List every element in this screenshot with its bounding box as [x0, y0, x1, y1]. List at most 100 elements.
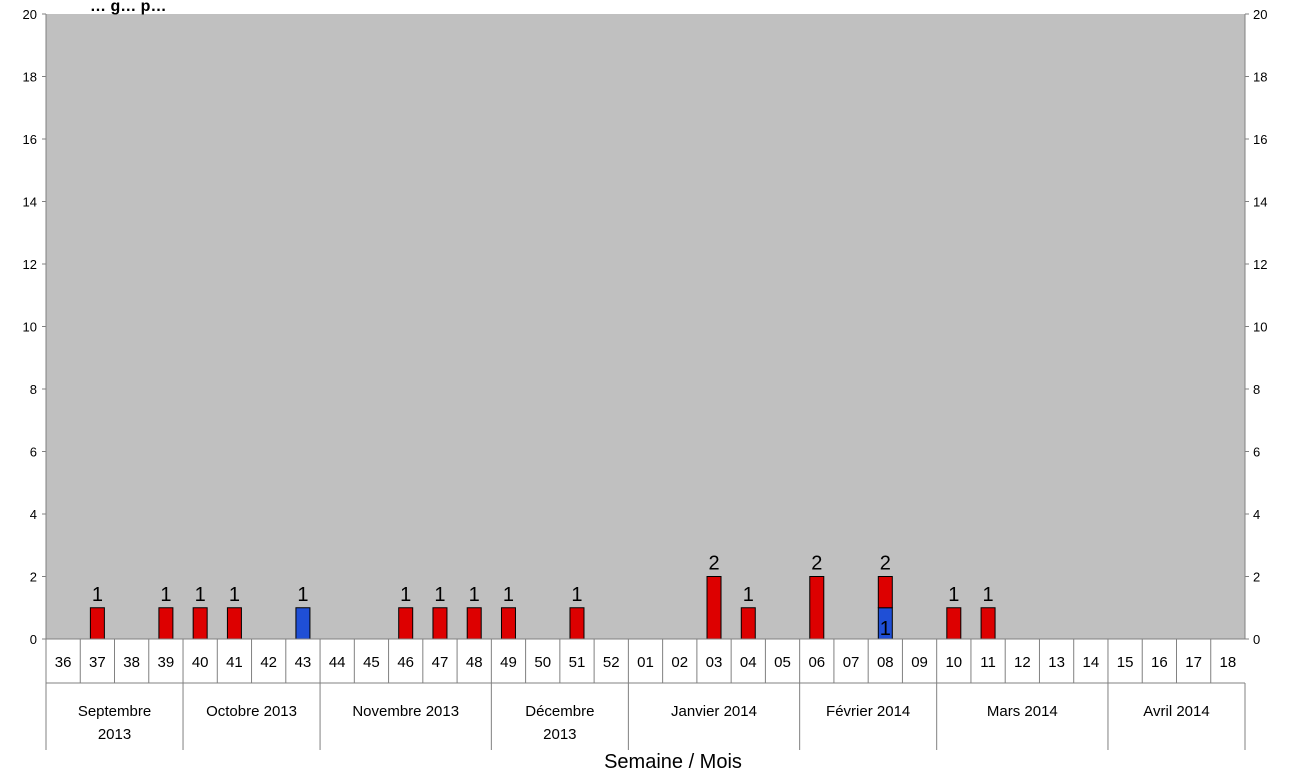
y-tick-label-left: 12: [23, 257, 37, 272]
bar: [877, 576, 893, 609]
y-tick-label-right: 0: [1253, 632, 1260, 647]
week-label: 39: [158, 654, 175, 671]
bar: [398, 607, 414, 640]
week-label: 52: [603, 654, 620, 671]
week-label: 51: [569, 654, 586, 671]
week-label: 16: [1151, 654, 1168, 671]
data-label: 1: [195, 584, 206, 606]
bar: [295, 607, 311, 640]
y-tick-label-left: 0: [30, 632, 37, 647]
week-label: 38: [123, 654, 140, 671]
month-label: Janvier 2014: [671, 703, 757, 720]
x-axis-title: Semaine / Mois: [604, 751, 742, 773]
week-label: 07: [843, 654, 860, 671]
week-label: 09: [911, 654, 928, 671]
y-tick-label-left: 20: [23, 7, 37, 22]
bar: [569, 607, 585, 640]
week-label: 46: [397, 654, 414, 671]
week-label: 14: [1082, 654, 1099, 671]
week-label: 03: [706, 654, 723, 671]
week-label: 50: [534, 654, 551, 671]
data-label: 1: [571, 584, 582, 606]
data-label: 2: [880, 553, 891, 575]
week-label: 13: [1048, 654, 1065, 671]
week-label: 45: [363, 654, 380, 671]
y-tick-label-left: 6: [30, 445, 37, 460]
week-label: 40: [192, 654, 209, 671]
month-label: Février 2014: [826, 703, 910, 720]
week-label: 49: [500, 654, 517, 671]
week-label: 12: [1014, 654, 1031, 671]
data-label: 1: [160, 584, 171, 606]
y-tick-label-right: 2: [1253, 570, 1260, 585]
week-label: 17: [1185, 654, 1202, 671]
week-label: 48: [466, 654, 483, 671]
inner-data-label: 1: [880, 618, 891, 640]
data-label: 1: [469, 584, 480, 606]
week-label: 44: [329, 654, 346, 671]
y-tick-label-right: 16: [1253, 132, 1267, 147]
bar: [740, 607, 756, 640]
data-label: 2: [811, 553, 822, 575]
bars: [89, 576, 996, 640]
month-label: Mars 2014: [987, 703, 1058, 720]
week-label: 36: [55, 654, 72, 671]
bar: [466, 607, 482, 640]
week-label: 06: [808, 654, 825, 671]
y-tick-label-left: 14: [23, 195, 37, 210]
week-label: 01: [637, 654, 654, 671]
bar: [809, 576, 825, 640]
y-tick-label-right: 14: [1253, 195, 1267, 210]
week-label: 10: [945, 654, 962, 671]
y-tick-label-right: 10: [1253, 320, 1267, 335]
week-label: 18: [1220, 654, 1237, 671]
month-label: 2013: [98, 726, 131, 743]
data-label: 1: [503, 584, 514, 606]
data-label: 1: [229, 584, 240, 606]
bar: [500, 607, 516, 640]
data-label: 1: [948, 584, 959, 606]
y-tick-label-left: 10: [23, 320, 37, 335]
y-tick-label-right: 8: [1253, 382, 1260, 397]
bar: [89, 607, 105, 640]
y-tick-label-right: 20: [1253, 7, 1267, 22]
month-label: Novembre 2013: [352, 703, 459, 720]
week-label: 41: [226, 654, 243, 671]
bar: [226, 607, 242, 640]
bar: [706, 576, 722, 640]
month-label: Octobre 2013: [206, 703, 297, 720]
bar: [980, 607, 996, 640]
data-label: 1: [400, 584, 411, 606]
week-label: 43: [295, 654, 312, 671]
data-label: 1: [297, 584, 308, 606]
data-label: 1: [743, 584, 754, 606]
week-label: 04: [740, 654, 757, 671]
chart-title: … g… p…: [90, 0, 166, 15]
data-label: 1: [434, 584, 445, 606]
y-tick-label-right: 12: [1253, 257, 1267, 272]
y-tick-label-right: 18: [1253, 70, 1267, 85]
bar: [946, 607, 962, 640]
data-label: 2: [708, 553, 719, 575]
month-label: Avril 2014: [1143, 703, 1209, 720]
bar: [158, 607, 174, 640]
week-label: 02: [671, 654, 688, 671]
y-tick-label-left: 4: [30, 507, 37, 522]
y-tick-label-right: 6: [1253, 445, 1260, 460]
y-tick-label-left: 16: [23, 132, 37, 147]
bar: [432, 607, 448, 640]
data-labels: 1 1 1 1 1 1 1 1 1 1 2 1 2 2 1 1 1: [92, 553, 994, 641]
week-label: 37: [89, 654, 106, 671]
bar: [192, 607, 208, 640]
week-label: 08: [877, 654, 894, 671]
y-tick-label-left: 18: [23, 70, 37, 85]
plot-area: [46, 14, 1245, 639]
week-label: 05: [774, 654, 791, 671]
y-tick-label-left: 8: [30, 382, 37, 397]
data-label: 1: [983, 584, 994, 606]
week-label: 15: [1117, 654, 1134, 671]
x-axis: 36 37 38 39 40 41 42 43 44 45 46 47 48 49 50 51 52 01 02 03…: [45, 638, 1246, 750]
week-label: 11: [980, 654, 996, 671]
